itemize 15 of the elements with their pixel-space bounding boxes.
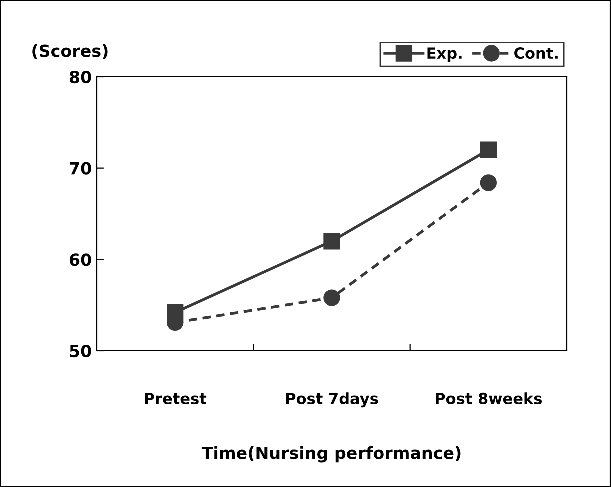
x-tick-label: Post 8weeks (436, 392, 542, 404)
x-axis-title: Time(Nursing performance) (202, 446, 461, 463)
y-tick-label: 70 (70, 162, 92, 175)
y-tick-label: 50 (70, 344, 92, 358)
point (324, 233, 340, 250)
y-axis-title: (Scores) (32, 44, 108, 60)
legend-label: Cont. (514, 48, 558, 60)
point (480, 174, 497, 192)
x-tick-label: Pretest (145, 393, 207, 404)
point (324, 290, 340, 306)
legend-label: Exp. (428, 48, 462, 62)
y-tick-label: 80 (70, 70, 92, 84)
x-tick-label: Post 7days (286, 392, 378, 408)
y-tick-label: 60 (70, 254, 92, 266)
point (480, 142, 497, 158)
